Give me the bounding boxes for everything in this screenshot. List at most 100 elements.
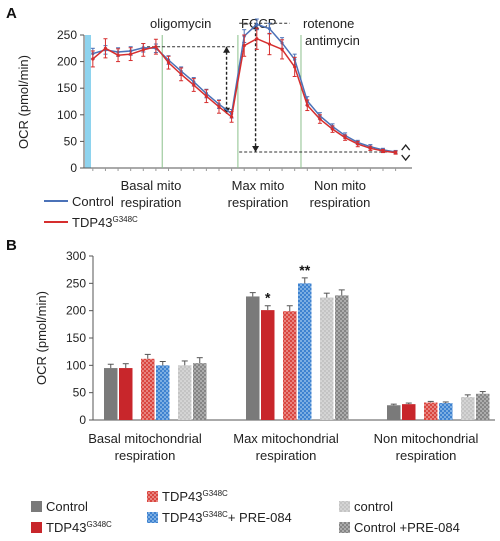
legend-swatch xyxy=(339,522,350,533)
legend-label: Control xyxy=(46,499,88,514)
legend-label: TDP43G348C xyxy=(46,520,112,535)
category-label: Non mitochondrial xyxy=(374,431,479,446)
data-point xyxy=(103,46,108,50)
bar xyxy=(104,368,118,420)
region-basal-line1: Basal mito xyxy=(121,178,182,193)
data-point xyxy=(91,57,95,61)
bar xyxy=(298,283,312,420)
legend-label: TDP43G348C+ PRE-084 xyxy=(162,510,292,525)
legend-label-base: Control xyxy=(46,499,88,514)
data-point xyxy=(166,61,171,65)
bar xyxy=(119,368,133,420)
panel-b-y-tick-label: 250 xyxy=(66,276,86,290)
legend-label-sup: G348C xyxy=(202,510,228,519)
injection-rotenone: rotenone xyxy=(303,16,354,31)
bar-group-2 xyxy=(387,391,490,420)
data-point xyxy=(318,117,322,121)
significance-mark: ** xyxy=(299,262,310,278)
data-point xyxy=(356,142,360,146)
legend-label-base: control xyxy=(354,499,393,514)
bar xyxy=(320,297,334,420)
series-tdp43 xyxy=(90,27,398,155)
category-label: respiration xyxy=(115,448,176,463)
data-point xyxy=(381,149,385,153)
data-point xyxy=(280,47,284,51)
data-point xyxy=(129,52,133,56)
data-point xyxy=(343,136,347,140)
region-basal-line2: respiration xyxy=(121,195,182,210)
legend-label-base: TDP43 xyxy=(46,520,86,535)
legend-label-base: TDP43 xyxy=(162,510,202,525)
legend-b-item-5: Control +PRE-084 xyxy=(339,520,460,535)
max-arrow xyxy=(252,23,260,153)
bar xyxy=(402,404,416,420)
legend-label-tail: + PRE-084 xyxy=(228,510,292,525)
legend-swatch xyxy=(31,522,42,533)
bar xyxy=(246,296,260,420)
legend-a-control-label: Control xyxy=(72,194,114,209)
basal-arrow xyxy=(223,46,231,114)
legend-b-item-4: control xyxy=(339,499,393,514)
baseline-marker-bar xyxy=(85,35,91,168)
data-point xyxy=(204,94,208,98)
panel-label-b: B xyxy=(6,237,17,254)
legend-label-base: TDP43 xyxy=(162,489,202,504)
injection-antimycin: antimycin xyxy=(305,33,360,48)
panel-b-y-tick-label: 300 xyxy=(66,249,86,263)
panel-a-y-tick-label: 100 xyxy=(57,108,77,122)
panel-label-a: A xyxy=(6,5,17,22)
nonmito-arrow xyxy=(401,143,411,162)
legend-b-item-2: TDP43G348C xyxy=(147,489,228,504)
data-point xyxy=(255,37,259,41)
panel-b-y-tick-label: 100 xyxy=(66,358,86,372)
data-point xyxy=(330,127,335,131)
bar xyxy=(387,405,401,420)
panel-b-y-tick-label: 50 xyxy=(73,386,87,400)
legend-swatch xyxy=(147,512,158,523)
panel-b-y-tick-label: 0 xyxy=(79,413,86,427)
bar xyxy=(335,295,349,420)
category-label: Max mitochondrial xyxy=(233,431,339,446)
legend-b-item-0: Control xyxy=(31,499,88,514)
bar-group-1: *** xyxy=(246,262,349,420)
data-point xyxy=(293,65,297,69)
data-point xyxy=(242,44,246,48)
panel-b-y-tick-label: 150 xyxy=(66,331,86,345)
data-point xyxy=(368,146,372,150)
bar xyxy=(283,311,297,420)
data-point xyxy=(394,150,398,155)
bar xyxy=(476,393,490,420)
bar xyxy=(261,310,275,420)
data-point xyxy=(141,48,145,52)
max-arrow-head-down xyxy=(252,146,260,153)
category-label: Basal mitochondrial xyxy=(88,431,202,446)
panel-a-plot: 0 50 100 150 200 250 xyxy=(57,18,412,175)
data-point xyxy=(267,42,272,46)
bar-group-0 xyxy=(104,353,207,420)
region-max-line2: respiration xyxy=(228,195,289,210)
data-point xyxy=(230,115,234,119)
bar xyxy=(141,358,155,420)
panel-a-y-axis-label: OCR (pmol/min) xyxy=(16,55,31,149)
data-point xyxy=(217,105,221,109)
bar xyxy=(439,403,453,420)
legend-label: TDP43G348C xyxy=(162,489,228,504)
legend-a-tdp-base: TDP43 xyxy=(72,215,112,230)
significance-mark: * xyxy=(265,290,271,306)
basal-arrow-head-up xyxy=(223,46,231,53)
panel-a-y-tick-label: 150 xyxy=(57,81,77,95)
legend-label: control xyxy=(354,499,393,514)
legend-label-sup: G348C xyxy=(86,520,112,529)
data-point xyxy=(179,72,183,76)
legend-swatch xyxy=(339,501,350,512)
bar xyxy=(424,402,438,420)
category-label: respiration xyxy=(256,448,317,463)
region-nonmito-line1: Non mito xyxy=(314,178,366,193)
data-point xyxy=(192,83,196,87)
data-point xyxy=(255,22,259,26)
bar xyxy=(178,365,192,420)
legend-a-tdp-label: TDP43G348C xyxy=(72,215,138,230)
legend-b-item-1: TDP43G348C xyxy=(31,520,112,535)
